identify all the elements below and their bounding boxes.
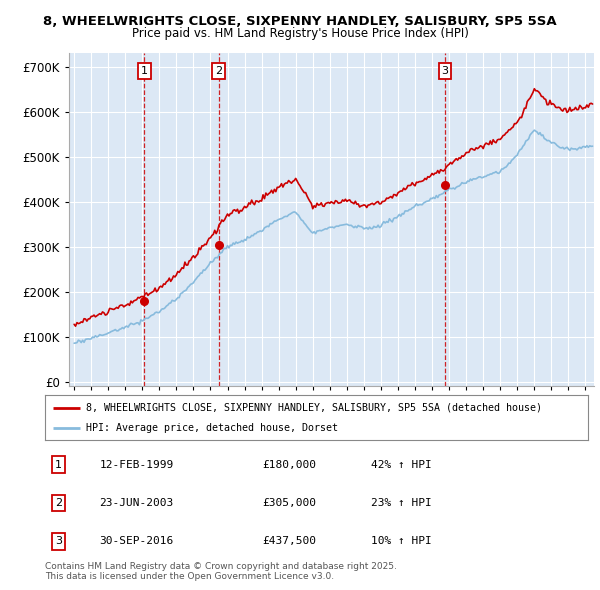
Text: 42% ↑ HPI: 42% ↑ HPI — [371, 460, 431, 470]
Text: 3: 3 — [442, 66, 448, 76]
Text: £305,000: £305,000 — [262, 498, 316, 508]
Text: 2: 2 — [55, 498, 62, 508]
Text: 2: 2 — [215, 66, 222, 76]
Text: £437,500: £437,500 — [262, 536, 316, 546]
Text: Price paid vs. HM Land Registry's House Price Index (HPI): Price paid vs. HM Land Registry's House … — [131, 27, 469, 40]
Text: £180,000: £180,000 — [262, 460, 316, 470]
Text: Contains HM Land Registry data © Crown copyright and database right 2025.
This d: Contains HM Land Registry data © Crown c… — [45, 562, 397, 581]
Text: 23% ↑ HPI: 23% ↑ HPI — [371, 498, 431, 508]
Text: 3: 3 — [55, 536, 62, 546]
Text: HPI: Average price, detached house, Dorset: HPI: Average price, detached house, Dors… — [86, 424, 338, 434]
Text: 12-FEB-1999: 12-FEB-1999 — [100, 460, 173, 470]
Text: 1: 1 — [141, 66, 148, 76]
Text: 23-JUN-2003: 23-JUN-2003 — [100, 498, 173, 508]
Text: 1: 1 — [55, 460, 62, 470]
Text: 10% ↑ HPI: 10% ↑ HPI — [371, 536, 431, 546]
Text: 8, WHEELWRIGHTS CLOSE, SIXPENNY HANDLEY, SALISBURY, SP5 5SA: 8, WHEELWRIGHTS CLOSE, SIXPENNY HANDLEY,… — [43, 15, 557, 28]
Text: 30-SEP-2016: 30-SEP-2016 — [100, 536, 173, 546]
Text: 8, WHEELWRIGHTS CLOSE, SIXPENNY HANDLEY, SALISBURY, SP5 5SA (detached house): 8, WHEELWRIGHTS CLOSE, SIXPENNY HANDLEY,… — [86, 403, 542, 412]
